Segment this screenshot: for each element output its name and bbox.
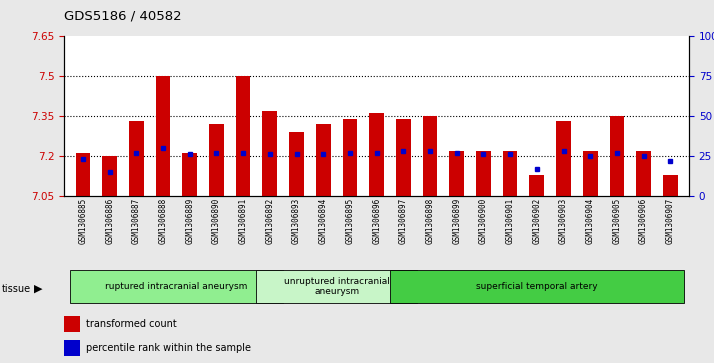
Bar [263, 111, 277, 196]
Text: superficial temporal artery: superficial temporal artery [476, 282, 598, 291]
Bar [369, 114, 384, 196]
Text: GSM1306894: GSM1306894 [318, 197, 328, 244]
Bar [663, 175, 678, 196]
Text: GSM1306906: GSM1306906 [639, 197, 648, 244]
Text: GSM1306898: GSM1306898 [426, 197, 435, 244]
Bar [64, 339, 80, 356]
Bar [396, 119, 411, 196]
Text: GSM1306892: GSM1306892 [266, 197, 274, 244]
Text: GSM1306886: GSM1306886 [105, 197, 114, 244]
Text: GSM1306896: GSM1306896 [372, 197, 381, 244]
Text: ruptured intracranial aneurysm: ruptured intracranial aneurysm [105, 282, 248, 291]
Bar [289, 132, 304, 196]
Text: GSM1306902: GSM1306902 [533, 197, 541, 244]
Text: tissue: tissue [1, 284, 31, 294]
Text: GSM1306897: GSM1306897 [399, 197, 408, 244]
Bar [556, 122, 571, 196]
Bar [236, 76, 251, 196]
Bar [636, 151, 651, 196]
Bar [182, 154, 197, 196]
Bar [316, 124, 331, 196]
Bar [343, 119, 357, 196]
Bar [129, 122, 144, 196]
Text: GSM1306888: GSM1306888 [159, 197, 168, 244]
Text: GSM1306904: GSM1306904 [585, 197, 595, 244]
Text: GSM1306901: GSM1306901 [506, 197, 515, 244]
Bar [102, 156, 117, 196]
Bar [256, 270, 417, 303]
Bar [610, 116, 624, 196]
Text: GSM1306890: GSM1306890 [212, 197, 221, 244]
Text: transformed count: transformed count [86, 319, 177, 329]
Bar [209, 124, 223, 196]
Bar [530, 175, 544, 196]
Bar [156, 76, 171, 196]
Bar [69, 270, 283, 303]
Text: GSM1306907: GSM1306907 [666, 197, 675, 244]
Text: GSM1306891: GSM1306891 [238, 197, 248, 244]
Text: GSM1306889: GSM1306889 [185, 197, 194, 244]
Text: GSM1306903: GSM1306903 [559, 197, 568, 244]
Bar [503, 151, 518, 196]
Text: GSM1306895: GSM1306895 [346, 197, 354, 244]
Text: GSM1306885: GSM1306885 [79, 197, 87, 244]
Bar [476, 151, 491, 196]
Text: GSM1306900: GSM1306900 [479, 197, 488, 244]
Text: ▶: ▶ [34, 284, 43, 294]
Bar [449, 151, 464, 196]
Text: GSM1306893: GSM1306893 [292, 197, 301, 244]
Text: GSM1306899: GSM1306899 [452, 197, 461, 244]
Text: unruptured intracranial
aneurysm: unruptured intracranial aneurysm [283, 277, 390, 297]
Bar [76, 154, 90, 196]
Text: GSM1306887: GSM1306887 [132, 197, 141, 244]
Text: percentile rank within the sample: percentile rank within the sample [86, 343, 251, 352]
Bar [583, 151, 598, 196]
Bar [423, 116, 438, 196]
Bar [390, 270, 684, 303]
Text: GDS5186 / 40582: GDS5186 / 40582 [64, 9, 182, 22]
Text: GSM1306905: GSM1306905 [613, 197, 621, 244]
Bar [64, 316, 80, 332]
